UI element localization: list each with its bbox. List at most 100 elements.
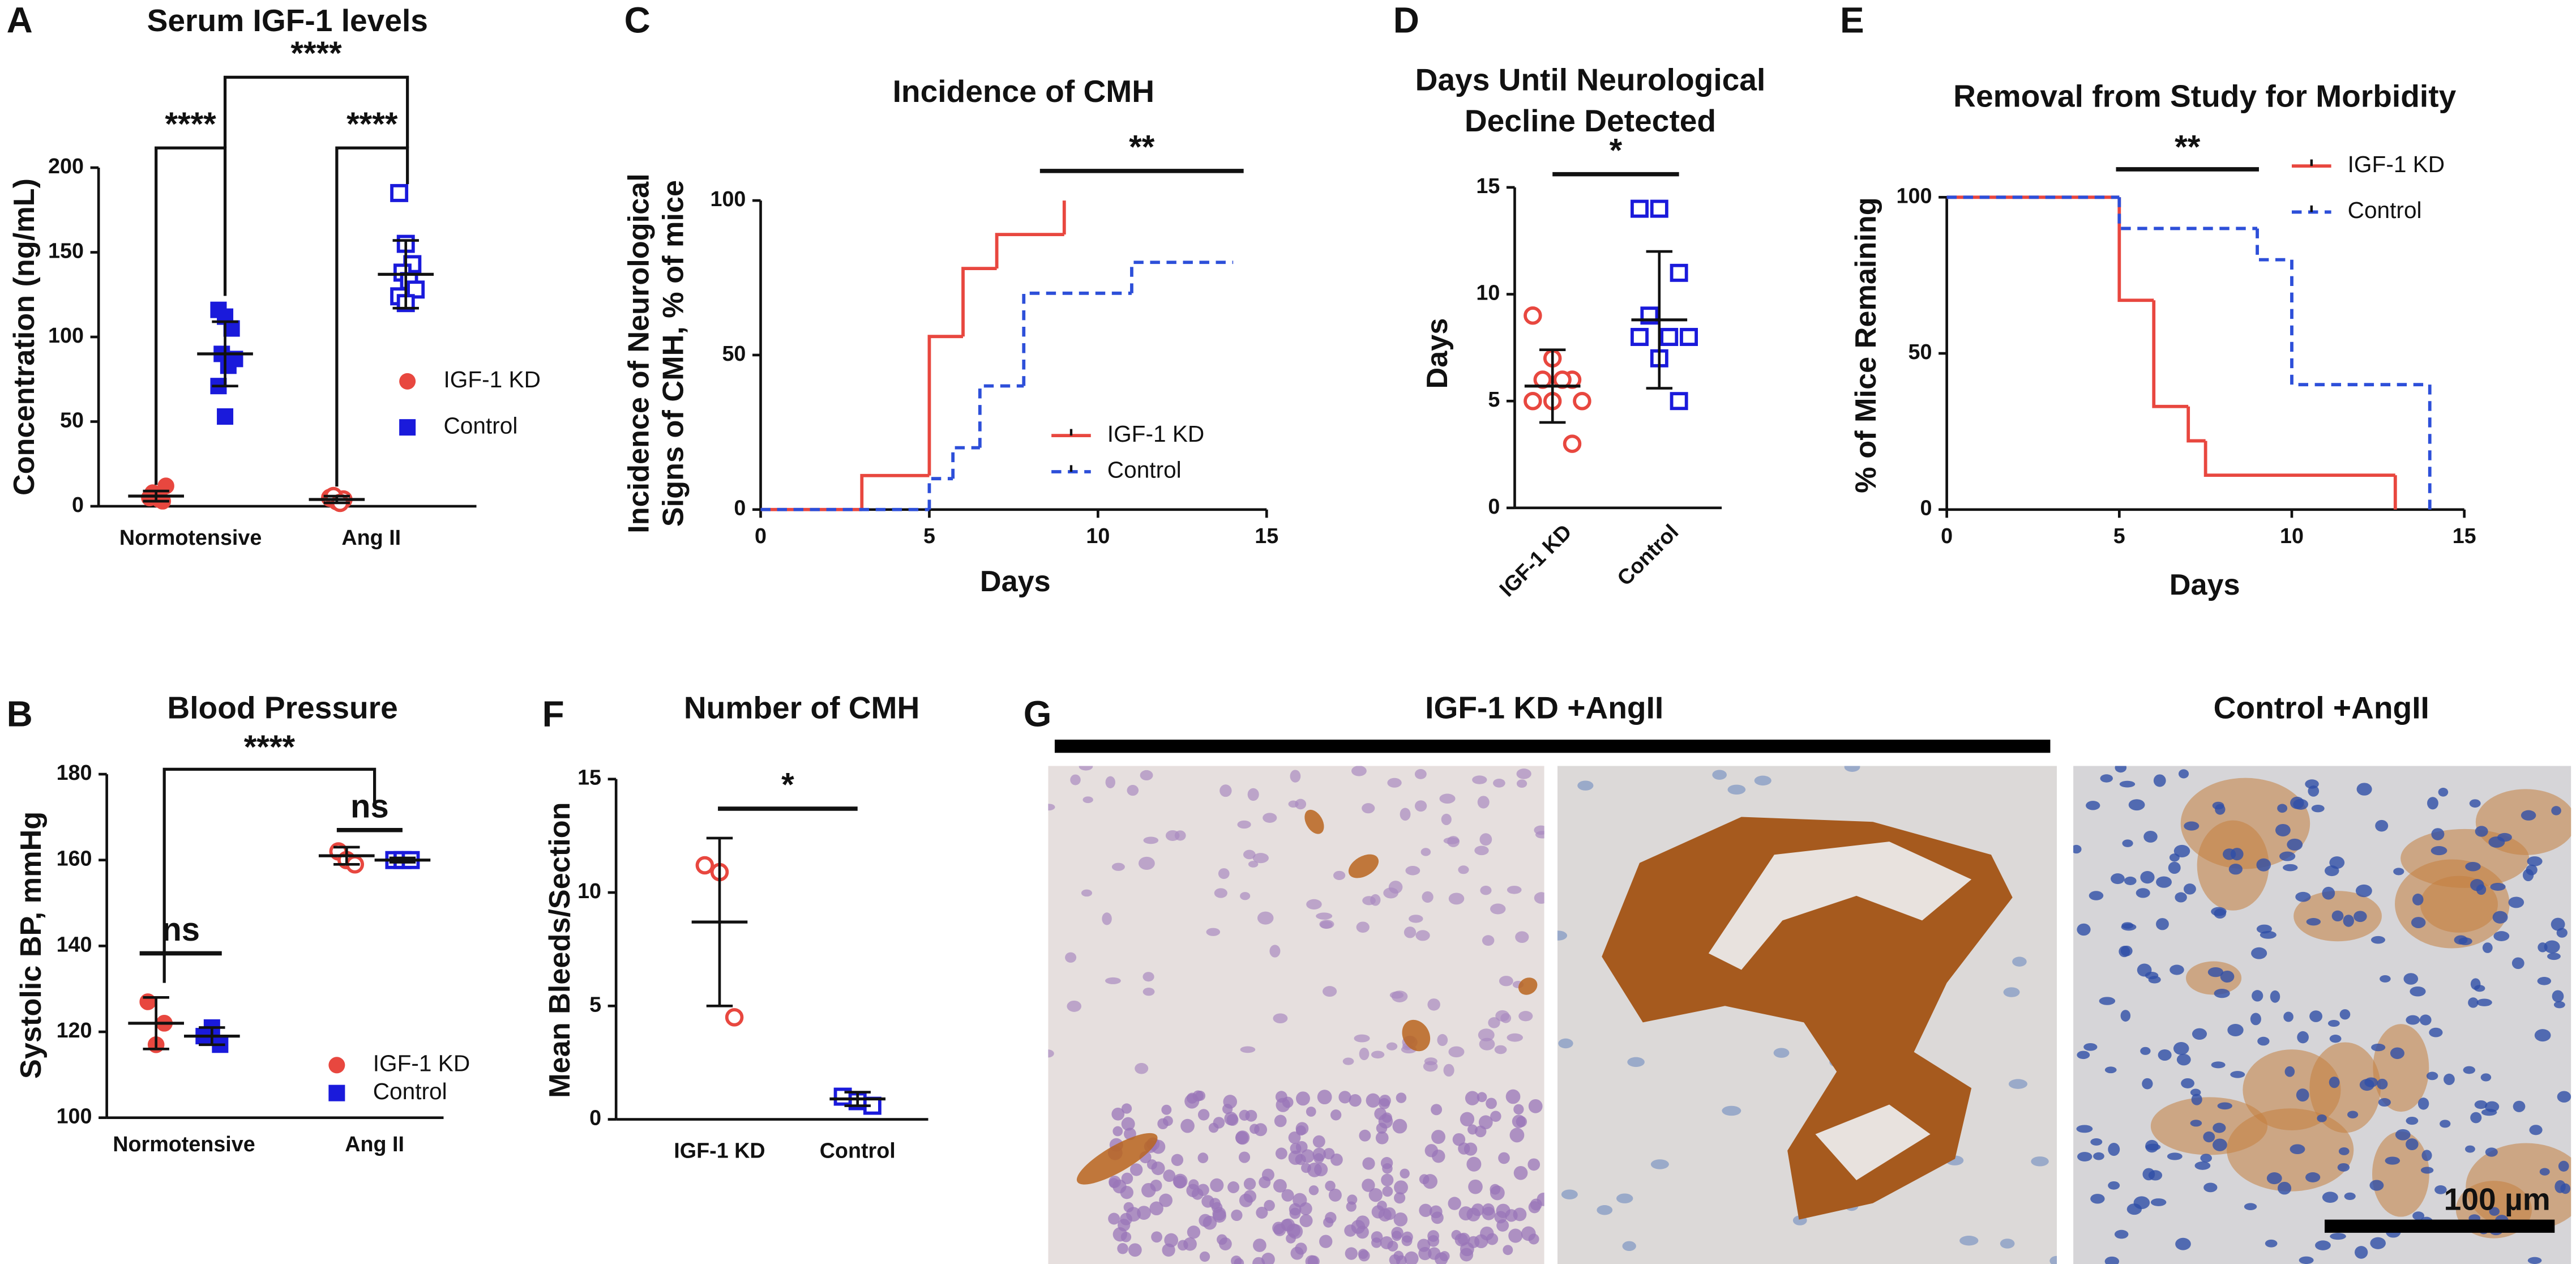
nucleus: [2465, 1145, 2475, 1153]
nucleus: [1105, 776, 1115, 788]
nucleus: [1171, 1154, 1184, 1166]
nucleus: [1362, 803, 1375, 814]
nucleus: [1496, 1219, 1509, 1232]
significance-label: ns: [350, 788, 389, 825]
nucleus: [1359, 1129, 1371, 1142]
nucleus: [2430, 846, 2447, 856]
nucleus: [2476, 884, 2487, 895]
nucleus: [2327, 1020, 2340, 1027]
nucleus: [1362, 1178, 1375, 1192]
nucleus: [1328, 1188, 1342, 1202]
nucleus: [1371, 1051, 1385, 1059]
nucleus: [1409, 915, 1423, 923]
nucleus: [2108, 1142, 2120, 1156]
chart-title: Decline Detected: [1465, 103, 1716, 138]
nucleus: [1439, 793, 1456, 804]
y-tick-label: 0: [734, 496, 746, 520]
nucleus: [2411, 917, 2426, 928]
nucleus: [1404, 1251, 1419, 1264]
nucleus: [1351, 766, 1367, 776]
y-axis-label: % of Mice Remaining: [1850, 197, 1882, 493]
nucleus: [2470, 978, 2481, 990]
nucleus: [1622, 1241, 1636, 1252]
error-bar: [199, 1026, 225, 1047]
nucleus: [2406, 1138, 2419, 1151]
nucleus: [1460, 1242, 1474, 1257]
nucleus: [2410, 986, 2426, 997]
nucleus: [2228, 864, 2243, 875]
nucleus: [1121, 1103, 1132, 1114]
x-tick-label: IGF-1 KD: [674, 1139, 765, 1163]
nucleus: [1210, 1178, 1224, 1192]
nucleus: [1128, 1243, 1142, 1257]
nucleus: [2143, 830, 2158, 843]
nucleus: [2521, 810, 2536, 821]
nucleus: [1722, 1105, 1741, 1116]
nucleus: [2308, 785, 2320, 797]
significance-label: *: [781, 767, 794, 804]
nucleus: [2474, 1100, 2488, 1109]
nucleus: [1151, 1161, 1165, 1176]
nucleus: [2124, 876, 2137, 886]
micrograph: [1557, 766, 2057, 1264]
nucleus: [2148, 1170, 2163, 1181]
nucleus: [2169, 853, 2180, 862]
panel-letter: D: [1393, 0, 1419, 40]
legend-label: IGF-1 KD: [2348, 151, 2445, 177]
significance-label: ****: [244, 729, 296, 766]
nucleus: [2355, 884, 2372, 898]
nucleus: [1252, 853, 1269, 864]
nucleus: [1424, 1144, 1438, 1158]
legend-label: Control: [1107, 457, 1182, 483]
nucleus: [1276, 1098, 1290, 1112]
step-line: [995, 233, 1064, 269]
nucleus: [2370, 1237, 2386, 1249]
nucleus: [1111, 1107, 1125, 1121]
nucleus: [1477, 1092, 1487, 1103]
y-axis-label: Days: [1421, 318, 1454, 389]
nucleus: [2338, 1147, 2350, 1155]
nucleus: [2012, 956, 2027, 967]
nucleus: [1557, 930, 1568, 941]
nucleus: [2086, 801, 2100, 810]
nucleus: [2140, 1047, 2151, 1055]
nucleus: [2140, 871, 2155, 884]
significance-bracket: [223, 75, 409, 148]
nucleus: [2194, 1161, 2211, 1170]
nucleus: [1441, 813, 1452, 825]
nucleus: [1237, 820, 1251, 829]
nucleus: [1319, 920, 1334, 929]
nucleus: [2136, 888, 2150, 898]
nucleus: [1513, 1207, 1527, 1222]
y-axis-label: Mean Bleeds/Section: [544, 802, 576, 1098]
nucleus: [1394, 1192, 1406, 1204]
y-tick-label: 50: [722, 341, 746, 365]
point: [390, 183, 409, 202]
nucleus: [1325, 1180, 1336, 1192]
nucleus: [1437, 1034, 1448, 1047]
nucleus: [2049, 1256, 2057, 1264]
significance-label: ****: [165, 106, 216, 143]
nucleus: [1354, 1034, 1370, 1043]
legend-marker: [328, 1057, 345, 1074]
y-axis-label: Systolic BP, mmHg: [15, 812, 48, 1079]
nucleus: [1187, 1225, 1201, 1239]
hemosiderin: [2372, 1131, 2429, 1217]
nucleus: [1478, 1028, 1495, 1041]
nucleus: [1508, 1228, 1523, 1243]
nucleus: [1121, 1172, 1133, 1185]
nucleus: [2250, 1013, 2261, 1026]
nucleus: [1627, 1057, 1645, 1067]
nucleus: [2181, 1078, 2195, 1088]
legend-label: IGF-1 KD: [1107, 421, 1204, 447]
nucleus: [1394, 1180, 1408, 1195]
y-tick-label: 100: [710, 187, 746, 211]
nucleus: [1272, 1222, 1285, 1235]
hemosiderin: [1402, 1019, 1431, 1052]
y-axis-label: Incidence of Neurological: [622, 173, 655, 533]
nucleus: [1081, 889, 1093, 897]
point: [1660, 328, 1679, 346]
step-line: [951, 446, 980, 479]
nucleus: [2513, 1100, 2526, 1112]
nucleus: [2544, 940, 2560, 954]
